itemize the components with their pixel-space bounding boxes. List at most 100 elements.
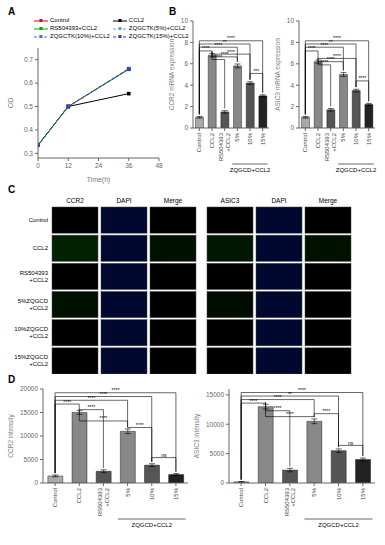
svg-text:****: **** <box>136 422 144 428</box>
svg-text:48: 48 <box>155 162 163 169</box>
svg-text:ZQGCD+CCL2: ZQGCD+CCL2 <box>230 167 271 173</box>
svg-text:**: ** <box>288 391 292 397</box>
svg-text:5000: 5000 <box>24 456 39 463</box>
svg-text:CCL2: CCL2 <box>76 487 82 503</box>
svg-text:Merge: Merge <box>319 197 338 205</box>
svg-text:36: 36 <box>125 162 133 169</box>
svg-text:5%: 5% <box>234 132 240 141</box>
svg-text:10%: 10% <box>353 132 359 145</box>
svg-text:****: **** <box>87 395 95 401</box>
svg-text:ns: ns <box>348 440 354 446</box>
svg-text:4: 4 <box>184 82 188 89</box>
svg-text:15000: 15000 <box>206 391 224 398</box>
svg-text:CCR2 mRNA expression: CCR2 mRNA expression <box>168 38 176 110</box>
svg-text:CCR2 intensity: CCR2 intensity <box>8 414 15 458</box>
svg-text:DAPI: DAPI <box>116 197 131 204</box>
svg-text:6: 6 <box>290 60 294 67</box>
svg-text:****: **** <box>214 42 222 48</box>
svg-text:4: 4 <box>290 82 294 89</box>
svg-text:****: **** <box>274 394 282 400</box>
svg-text:****: **** <box>333 35 341 41</box>
svg-text:8: 8 <box>290 39 294 46</box>
svg-text:****: **** <box>274 405 282 411</box>
svg-text:24: 24 <box>95 162 103 169</box>
svg-text:0: 0 <box>290 124 294 131</box>
svg-text:Control: Control <box>29 217 48 223</box>
svg-text:****: **** <box>320 42 328 48</box>
svg-text:****: **** <box>227 35 235 41</box>
svg-text:****: **** <box>322 408 330 414</box>
svg-text:CCL2: CCL2 <box>209 132 215 148</box>
svg-text:CCL2: CCL2 <box>315 132 321 148</box>
svg-text:10: 10 <box>287 17 295 24</box>
svg-text:ZQGCD+CCL2: ZQGCD+CCL2 <box>318 522 359 528</box>
svg-text:0.7: 0.7 <box>24 56 33 63</box>
svg-text:****: **** <box>298 387 306 393</box>
svg-text:DAPI: DAPI <box>271 197 286 204</box>
svg-text:Control: Control <box>238 488 244 507</box>
svg-text:0: 0 <box>184 124 188 131</box>
svg-text:Control: Control <box>52 488 58 507</box>
svg-text:0: 0 <box>34 479 38 486</box>
svg-text:10%ZQGCD+CCL2: 10%ZQGCD+CCL2 <box>14 326 48 339</box>
svg-text:RS504393+CCL2: RS504393+CCL2 <box>218 132 231 161</box>
svg-text:****: **** <box>333 53 341 59</box>
svg-text:10000: 10000 <box>206 421 224 428</box>
svg-text:6: 6 <box>184 60 188 67</box>
svg-text:5000: 5000 <box>210 450 225 457</box>
svg-text:Control: Control <box>302 133 308 152</box>
svg-text:****: **** <box>112 387 120 393</box>
svg-text:5%: 5% <box>125 487 131 496</box>
svg-text:***: *** <box>253 68 259 74</box>
svg-text:0.6: 0.6 <box>24 79 33 86</box>
svg-text:RS504393+CCL2: RS504393+CCL2 <box>284 487 297 516</box>
svg-text:RS504393+CCL2: RS504393+CCL2 <box>324 132 337 161</box>
svg-text:**: ** <box>223 39 227 45</box>
svg-text:****: **** <box>308 45 316 51</box>
svg-text:ns: ns <box>161 452 167 458</box>
svg-text:10000: 10000 <box>20 432 38 439</box>
svg-text:ASIC3 mRNA expression: ASIC3 mRNA expression <box>274 38 282 111</box>
svg-text:****: **** <box>358 75 366 81</box>
svg-text:15%: 15% <box>260 132 266 145</box>
svg-text:2: 2 <box>290 103 294 110</box>
svg-text:****: **** <box>227 49 235 55</box>
svg-text:5%: 5% <box>340 132 346 141</box>
svg-text:0.3: 0.3 <box>24 150 33 157</box>
svg-text:CCL2: CCL2 <box>263 487 269 503</box>
svg-text:20000: 20000 <box>20 385 38 392</box>
svg-text:RS504393+CCL2: RS504393+CCL2 <box>20 270 49 283</box>
svg-text:**: ** <box>329 39 333 45</box>
svg-text:****: **** <box>87 404 95 410</box>
svg-text:Time(h): Time(h) <box>87 176 111 184</box>
svg-text:8: 8 <box>184 39 188 46</box>
svg-text:15%: 15% <box>360 487 366 500</box>
svg-text:15%: 15% <box>173 487 179 500</box>
svg-text:15%ZQGCD+CCL2: 15%ZQGCD+CCL2 <box>14 354 48 367</box>
svg-text:****: **** <box>63 399 71 405</box>
svg-text:****: **** <box>100 391 108 397</box>
svg-text:15000: 15000 <box>20 409 38 416</box>
svg-text:ZQGCD+CCL2: ZQGCD+CCL2 <box>336 167 377 173</box>
svg-text:10%: 10% <box>149 487 155 500</box>
svg-text:****: **** <box>249 398 257 404</box>
svg-text:10%: 10% <box>336 487 342 500</box>
svg-text:15%: 15% <box>366 132 372 145</box>
svg-text:5%: 5% <box>311 487 317 496</box>
svg-text:Control: Control <box>196 133 202 152</box>
svg-text:ZQGCD+CCL2: ZQGCD+CCL2 <box>131 522 172 528</box>
svg-text:0.5: 0.5 <box>24 103 33 110</box>
svg-text:2: 2 <box>184 103 188 110</box>
svg-text:****: **** <box>202 45 210 51</box>
svg-text:12: 12 <box>65 162 73 169</box>
svg-text:****: **** <box>286 411 294 417</box>
svg-text:10%: 10% <box>247 132 253 145</box>
svg-text:5%ZQGCD+CCL2: 5%ZQGCD+CCL2 <box>18 298 49 311</box>
svg-text:10: 10 <box>181 17 189 24</box>
svg-text:RS504393+CCL2: RS504393+CCL2 <box>97 487 110 516</box>
svg-text:0: 0 <box>220 479 224 486</box>
svg-text:****: **** <box>100 415 108 421</box>
svg-text:ASIC3 intensity: ASIC3 intensity <box>193 413 201 458</box>
svg-text:Merge: Merge <box>164 197 183 205</box>
svg-text:0.4: 0.4 <box>24 126 33 133</box>
